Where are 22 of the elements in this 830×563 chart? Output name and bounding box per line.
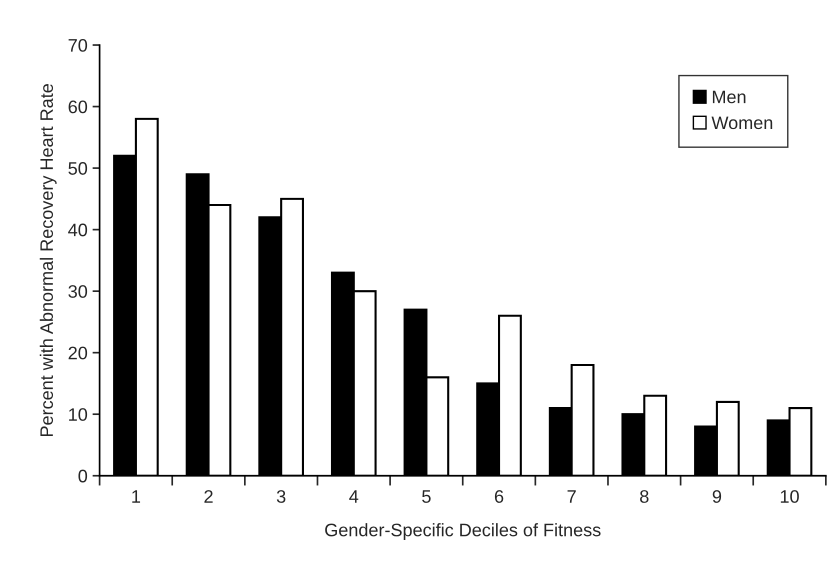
legend-label: Women bbox=[712, 116, 772, 130]
x-tick-label: 1 bbox=[132, 490, 140, 503]
x-tick-label: 7 bbox=[568, 490, 576, 503]
x-axis-title: Gender-Specific Deciles of Fitness bbox=[325, 523, 601, 540]
y-tick-label: 50 bbox=[68, 162, 88, 175]
x-tick-label: 2 bbox=[204, 490, 213, 503]
y-tick-label: 20 bbox=[68, 346, 88, 360]
y-tick-label: 60 bbox=[68, 100, 88, 114]
y-tick-label: 30 bbox=[68, 285, 88, 298]
x-tick-label: 3 bbox=[276, 490, 286, 503]
y-tick-label: 40 bbox=[68, 224, 88, 236]
legend-label: Men bbox=[712, 90, 746, 104]
y-tick-label: 0 bbox=[78, 470, 88, 482]
x-tick-label: 10 bbox=[780, 490, 799, 503]
x-tick-label: 6 bbox=[494, 490, 504, 503]
x-tick-label: 8 bbox=[640, 490, 649, 503]
x-tick-label: 5 bbox=[422, 490, 431, 503]
y-tick-label: 10 bbox=[69, 408, 88, 421]
x-tick-label: 9 bbox=[712, 490, 722, 503]
y-axis-title: Percent with Abnormal Recovery Heart Rate bbox=[40, 84, 57, 436]
y-tick-label: 70 bbox=[68, 38, 88, 52]
x-tick-label: 4 bbox=[349, 490, 358, 503]
